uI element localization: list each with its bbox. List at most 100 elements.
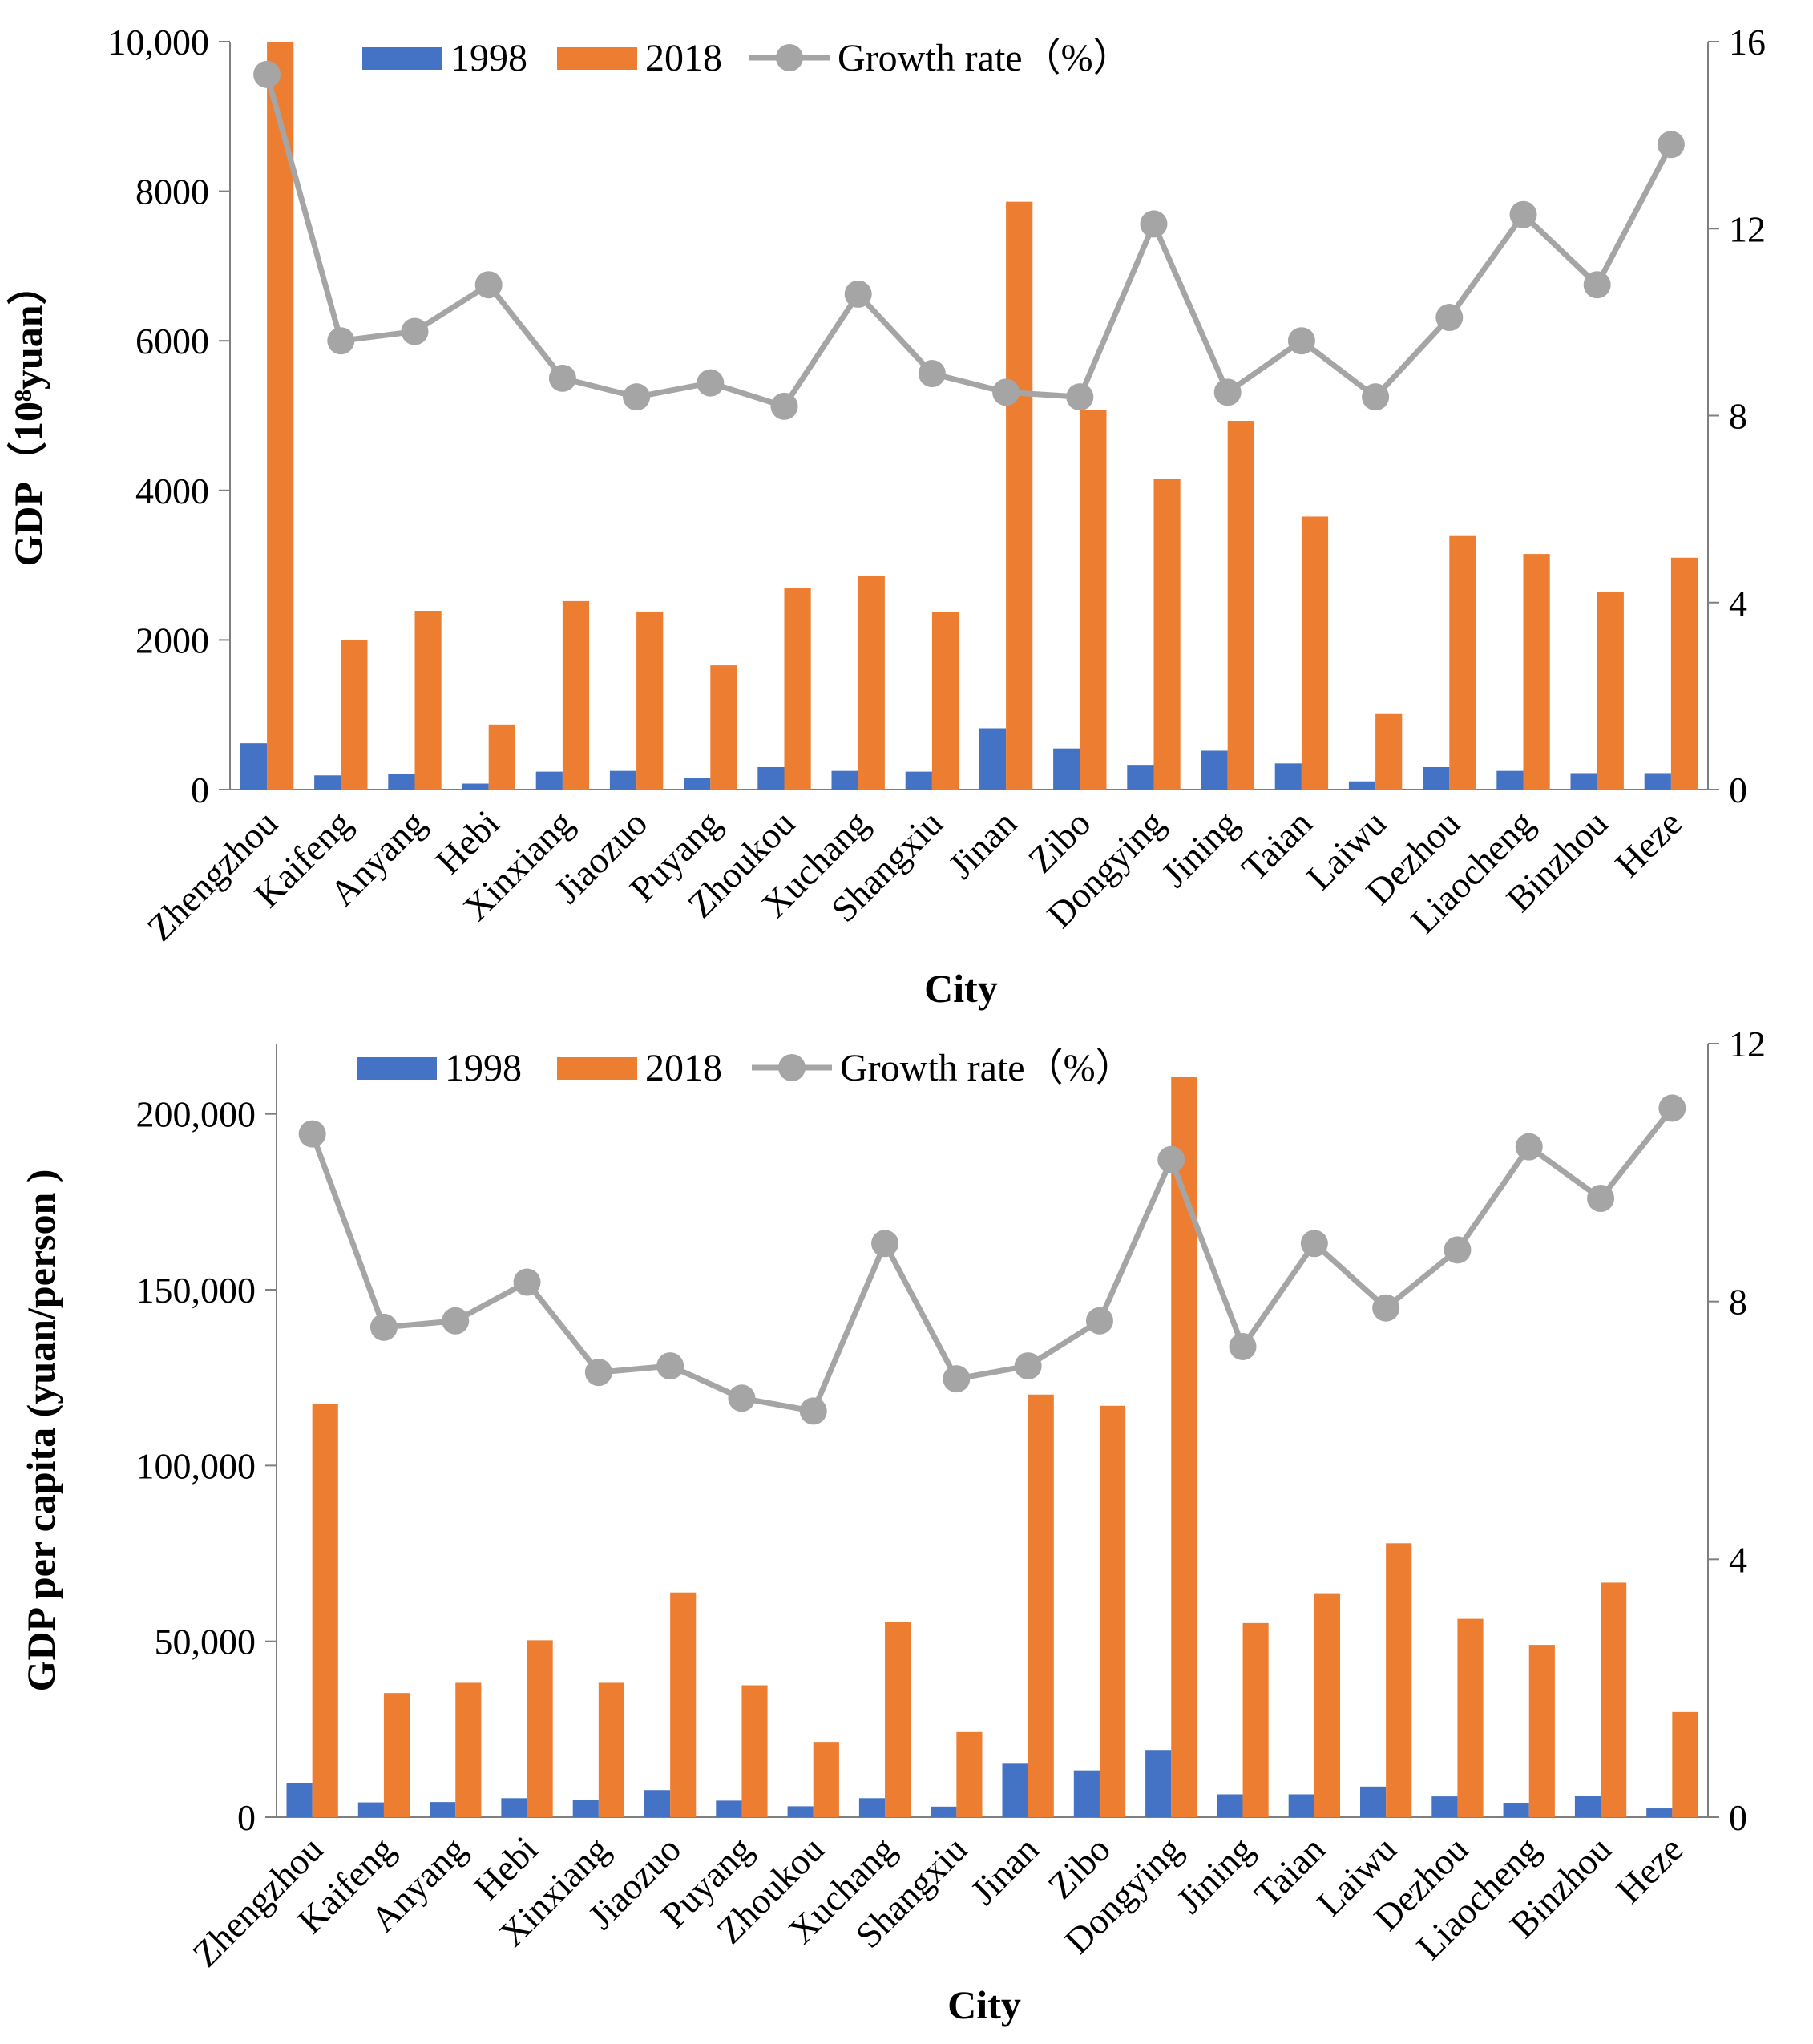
bar-2018-anyang bbox=[455, 1682, 482, 1817]
bar-2018-jining bbox=[1227, 421, 1254, 790]
bar-2018-kaifeng bbox=[341, 640, 368, 790]
bar-2018-kaifeng bbox=[383, 1693, 410, 1817]
bar-2018-zhoukou bbox=[813, 1742, 839, 1817]
category-label: Heze bbox=[1607, 802, 1690, 885]
bar-2018-binzhou bbox=[1597, 592, 1624, 790]
growth-rate-point-puyang bbox=[728, 1384, 756, 1412]
bar-1998-laiwu bbox=[1348, 781, 1376, 790]
bar-1998-zibo bbox=[1053, 748, 1080, 790]
bar-1998-kaifeng bbox=[357, 1802, 384, 1817]
y-tick-label: 10,000 bbox=[108, 22, 210, 63]
legend-swatch-1998 bbox=[362, 47, 442, 70]
category-label: Jining bbox=[1169, 1828, 1262, 1921]
y-axis-title: GDP per capita (yuan/person ) bbox=[18, 1169, 63, 1692]
growth-rate-point-laiwu bbox=[1362, 383, 1390, 411]
bar-1998-taian bbox=[1274, 763, 1302, 790]
bar-1998-liaocheng bbox=[1496, 770, 1524, 790]
growth-rate-point-xinxiang bbox=[548, 364, 576, 392]
growth-rate-point-dezhou bbox=[1444, 1236, 1472, 1264]
bar-1998-jining bbox=[1217, 1794, 1243, 1817]
bar-2018-liaocheng bbox=[1528, 1645, 1555, 1817]
bar-1998-kaifeng bbox=[314, 775, 341, 790]
bar-1998-taian bbox=[1288, 1794, 1314, 1817]
bar-2018-hebi bbox=[488, 724, 515, 790]
x-axis-title: City bbox=[924, 966, 998, 1011]
bar-2018-dezhou bbox=[1449, 535, 1476, 790]
growth-rate-point-dongying bbox=[1157, 1145, 1185, 1173]
growth-rate-point-zhengzhou bbox=[253, 60, 281, 88]
bar-1998-hebi bbox=[501, 1798, 527, 1817]
legend-label-1998: 1998 bbox=[445, 1047, 522, 1089]
bar-2018-heze bbox=[1670, 557, 1698, 790]
growth-rate-point-kaifeng bbox=[369, 1313, 398, 1341]
bar-1998-anyang bbox=[388, 774, 415, 790]
y-tick-label: 4000 bbox=[135, 471, 209, 511]
growth-rate-point-dezhou bbox=[1435, 304, 1464, 332]
bar-1998-xuchang bbox=[858, 1798, 886, 1817]
category-label: Heze bbox=[1609, 1828, 1691, 1911]
legend: 1998 2018 Growth rate（%） bbox=[357, 1047, 1134, 1089]
bar-1998-anyang bbox=[430, 1802, 456, 1817]
bar-2018-jinan bbox=[1028, 1394, 1054, 1817]
bar-1998-zhengzhou bbox=[286, 1783, 313, 1817]
bar-2018-puyang bbox=[710, 665, 737, 790]
bar-1998-binzhou bbox=[1570, 773, 1597, 790]
y2-tick-label: 16 bbox=[1729, 22, 1766, 63]
bar-2018-xinxiang bbox=[562, 600, 590, 790]
growth-rate-point-jiaozuo bbox=[656, 1352, 684, 1380]
bar-1998-laiwu bbox=[1360, 1786, 1387, 1817]
bar-2018-laiwu bbox=[1386, 1543, 1412, 1817]
growth-rate-point-taian bbox=[1300, 1230, 1328, 1258]
legend-swatch-1998 bbox=[357, 1057, 437, 1080]
bar-2018-taian bbox=[1301, 516, 1329, 790]
chart-panel-2: 050,000100,000150,000200,00004812Zhengzh… bbox=[18, 1024, 1766, 2027]
legend-marker-growth bbox=[776, 44, 803, 71]
legend-swatch-2018 bbox=[557, 47, 637, 70]
legend-label-2018: 2018 bbox=[645, 1047, 722, 1089]
growth-rate-point-jinan bbox=[992, 378, 1020, 406]
legend-label-growth: Growth rate（%） bbox=[840, 1047, 1134, 1089]
x-axis-title: City bbox=[947, 1982, 1021, 2027]
growth-rate-point-anyang bbox=[442, 1307, 470, 1335]
bar-1998-dezhou bbox=[1431, 1796, 1458, 1817]
y-tick-label: 6000 bbox=[135, 321, 209, 362]
growth-rate-point-zibo bbox=[1085, 1307, 1113, 1335]
bar-2018-zibo bbox=[1099, 1405, 1126, 1817]
legend-marker-growth bbox=[778, 1054, 806, 1081]
growth-rate-point-jiaozuo bbox=[623, 383, 651, 411]
bar-2018-zhoukou bbox=[784, 588, 811, 790]
growth-rate-line bbox=[309, 1106, 1675, 1415]
y-tick-label: 8000 bbox=[135, 172, 209, 212]
y-axis-title: GDP（10⁸yuan） bbox=[6, 265, 50, 566]
growth-rate-point-kaifeng bbox=[327, 327, 355, 355]
bar-2018-shangxiu bbox=[931, 612, 959, 790]
bar-2018-liaocheng bbox=[1523, 554, 1550, 790]
growth-rate-point-zhoukou bbox=[770, 392, 798, 420]
y-tick-label: 200,000 bbox=[136, 1094, 256, 1135]
bar-1998-zhoukou bbox=[787, 1806, 814, 1817]
growth-rate-point-hebi bbox=[474, 271, 503, 299]
legend: 1998 2018 Growth rate（%） bbox=[362, 37, 1132, 79]
growth-rate-point-heze bbox=[1657, 131, 1685, 159]
y-tick-label: 150,000 bbox=[136, 1270, 256, 1311]
bar-2018-dongying bbox=[1153, 479, 1181, 790]
growth-rate-point-laiwu bbox=[1372, 1294, 1400, 1322]
growth-rate-point-puyang bbox=[697, 369, 725, 397]
growth-rate-point-zibo bbox=[1066, 383, 1094, 411]
bar-2018-jining bbox=[1242, 1622, 1269, 1817]
category-label: Jining bbox=[1153, 802, 1246, 895]
growth-rate-point-zhengzhou bbox=[298, 1120, 326, 1148]
bar-1998-hebi bbox=[462, 783, 489, 790]
bar-1998-shangxiu bbox=[931, 1806, 957, 1817]
growth-rate-point-jining bbox=[1229, 1332, 1257, 1360]
bar-2018-jiaozuo bbox=[670, 1592, 697, 1817]
legend-label-growth: Growth rate（%） bbox=[838, 37, 1132, 79]
growth-rate-line bbox=[264, 73, 1674, 410]
bar-1998-dongying bbox=[1145, 1750, 1172, 1817]
bar-1998-heze bbox=[1646, 1808, 1673, 1817]
bar-2018-zhengzhou bbox=[312, 1404, 338, 1817]
bar-2018-xinxiang bbox=[598, 1682, 624, 1817]
growth-rate-point-dongying bbox=[1140, 210, 1168, 238]
bar-2018-binzhou bbox=[1601, 1582, 1627, 1817]
y-tick-label: 100,000 bbox=[136, 1445, 256, 1486]
